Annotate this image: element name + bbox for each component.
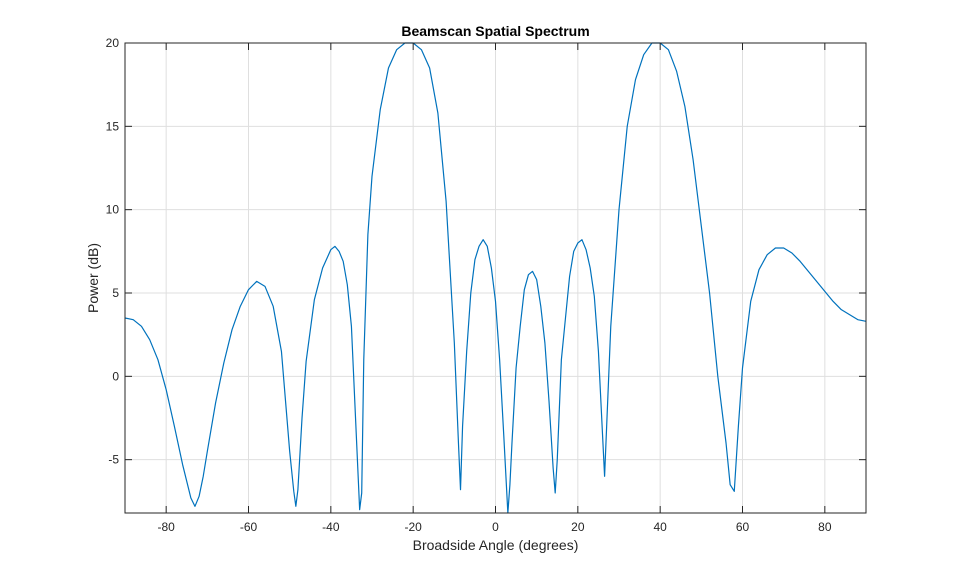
x-tick-label: -60 — [240, 520, 258, 534]
x-tick-label: 60 — [736, 520, 750, 534]
y-axis-label: Power (dB) — [85, 243, 101, 313]
x-tick-label: -80 — [157, 520, 175, 534]
x-tick-label: -40 — [322, 520, 340, 534]
x-tick-label: -20 — [404, 520, 422, 534]
x-tick-label: 20 — [571, 520, 585, 534]
y-tick-label: 0 — [112, 369, 119, 383]
x-tick-label: 80 — [818, 520, 832, 534]
plot-title: Beamscan Spatial Spectrum — [401, 23, 589, 39]
x-tick-label: 0 — [492, 520, 499, 534]
x-axis-label: Broadside Angle (degrees) — [413, 537, 579, 553]
y-tick-label: 20 — [106, 36, 120, 50]
y-tick-label: 15 — [106, 119, 120, 133]
spectrum-line — [124, 42, 867, 514]
plot-lines — [124, 42, 867, 514]
ticks: -80 -60 -40 -20 0 20 40 60 80 -5 0 5 10 15 20 — [106, 36, 866, 534]
y-tick-label: 10 — [106, 203, 120, 217]
y-tick-label: 5 — [112, 286, 119, 300]
grid — [125, 42, 866, 513]
y-tick-label: -5 — [108, 453, 119, 467]
x-tick-label: 40 — [653, 520, 667, 534]
